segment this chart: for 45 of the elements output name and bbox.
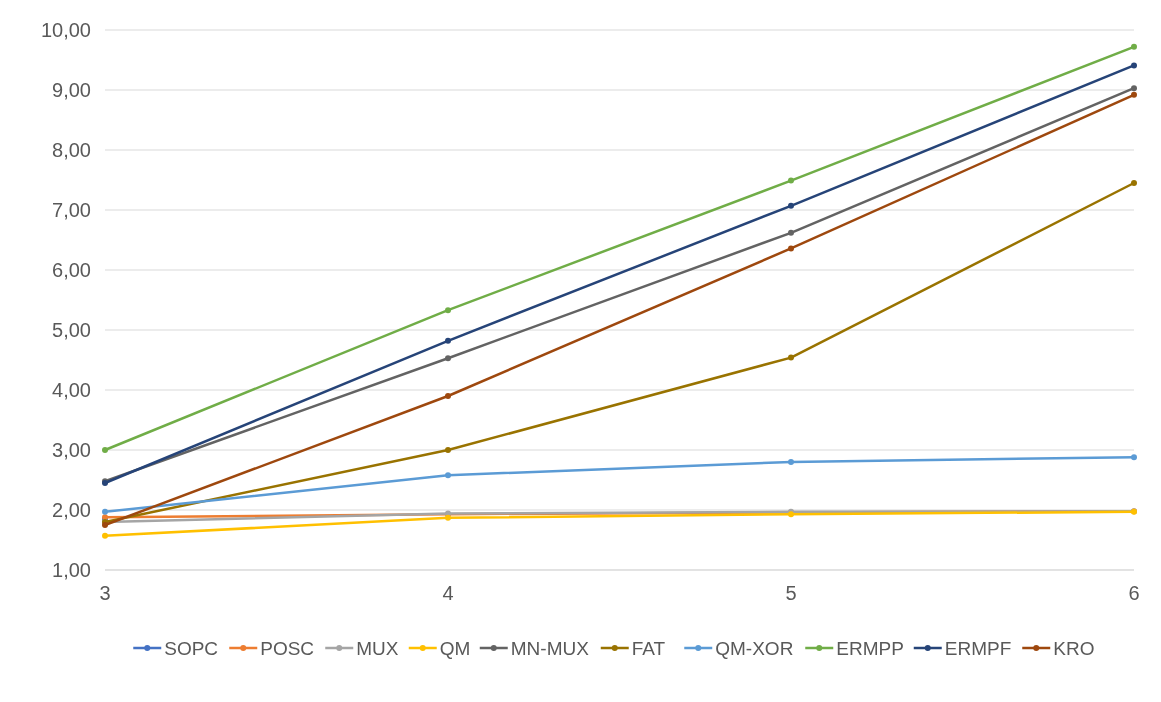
point xyxy=(445,393,451,399)
y-tick-label: 1,00 xyxy=(52,559,91,581)
point xyxy=(1131,91,1137,98)
point xyxy=(788,229,794,236)
y-tick-label: 2,00 xyxy=(52,499,91,521)
legend-label: MN-MUX xyxy=(510,637,590,659)
point xyxy=(788,459,794,465)
point xyxy=(445,447,451,453)
x-tick-label: 3 xyxy=(99,582,111,604)
point xyxy=(788,354,794,361)
legend-label: FAT xyxy=(631,637,666,659)
y-tick-label: 5,00 xyxy=(52,319,91,341)
y-tick-label: 6,00 xyxy=(52,259,91,281)
point xyxy=(788,202,794,209)
y-tick-label: 4,00 xyxy=(52,379,91,401)
x-tick-label: 5 xyxy=(785,582,797,604)
point xyxy=(1131,85,1137,92)
point xyxy=(788,177,794,184)
y-tick-label: 10,00 xyxy=(40,19,91,41)
y-tick-label: 9,00 xyxy=(52,79,91,101)
point xyxy=(1131,454,1137,461)
x-tick-label: 4 xyxy=(442,582,454,604)
legend-label: QM xyxy=(439,637,471,659)
point xyxy=(788,245,794,252)
point xyxy=(102,447,108,453)
point xyxy=(445,355,451,362)
x-tick-label: 6 xyxy=(1128,582,1140,604)
y-tick-label: 8,00 xyxy=(52,139,91,161)
legend-label: SOPC xyxy=(164,637,219,659)
legend-label: KRO xyxy=(1053,637,1095,659)
point xyxy=(102,508,108,515)
point xyxy=(445,337,451,344)
y-tick-label: 7,00 xyxy=(52,199,91,221)
point xyxy=(1131,43,1137,50)
legend-label: QM-XOR xyxy=(715,637,794,659)
point xyxy=(445,307,451,314)
legend-label: ERMPP xyxy=(836,637,904,659)
point xyxy=(445,472,451,479)
legend-label: POSC xyxy=(260,637,315,659)
y-tick-label: 3,00 xyxy=(52,439,91,461)
legend-label: ERMPF xyxy=(944,637,1012,659)
point xyxy=(102,532,108,539)
point xyxy=(1131,180,1137,186)
point xyxy=(1131,62,1137,69)
legend-label: MUX xyxy=(356,637,399,659)
